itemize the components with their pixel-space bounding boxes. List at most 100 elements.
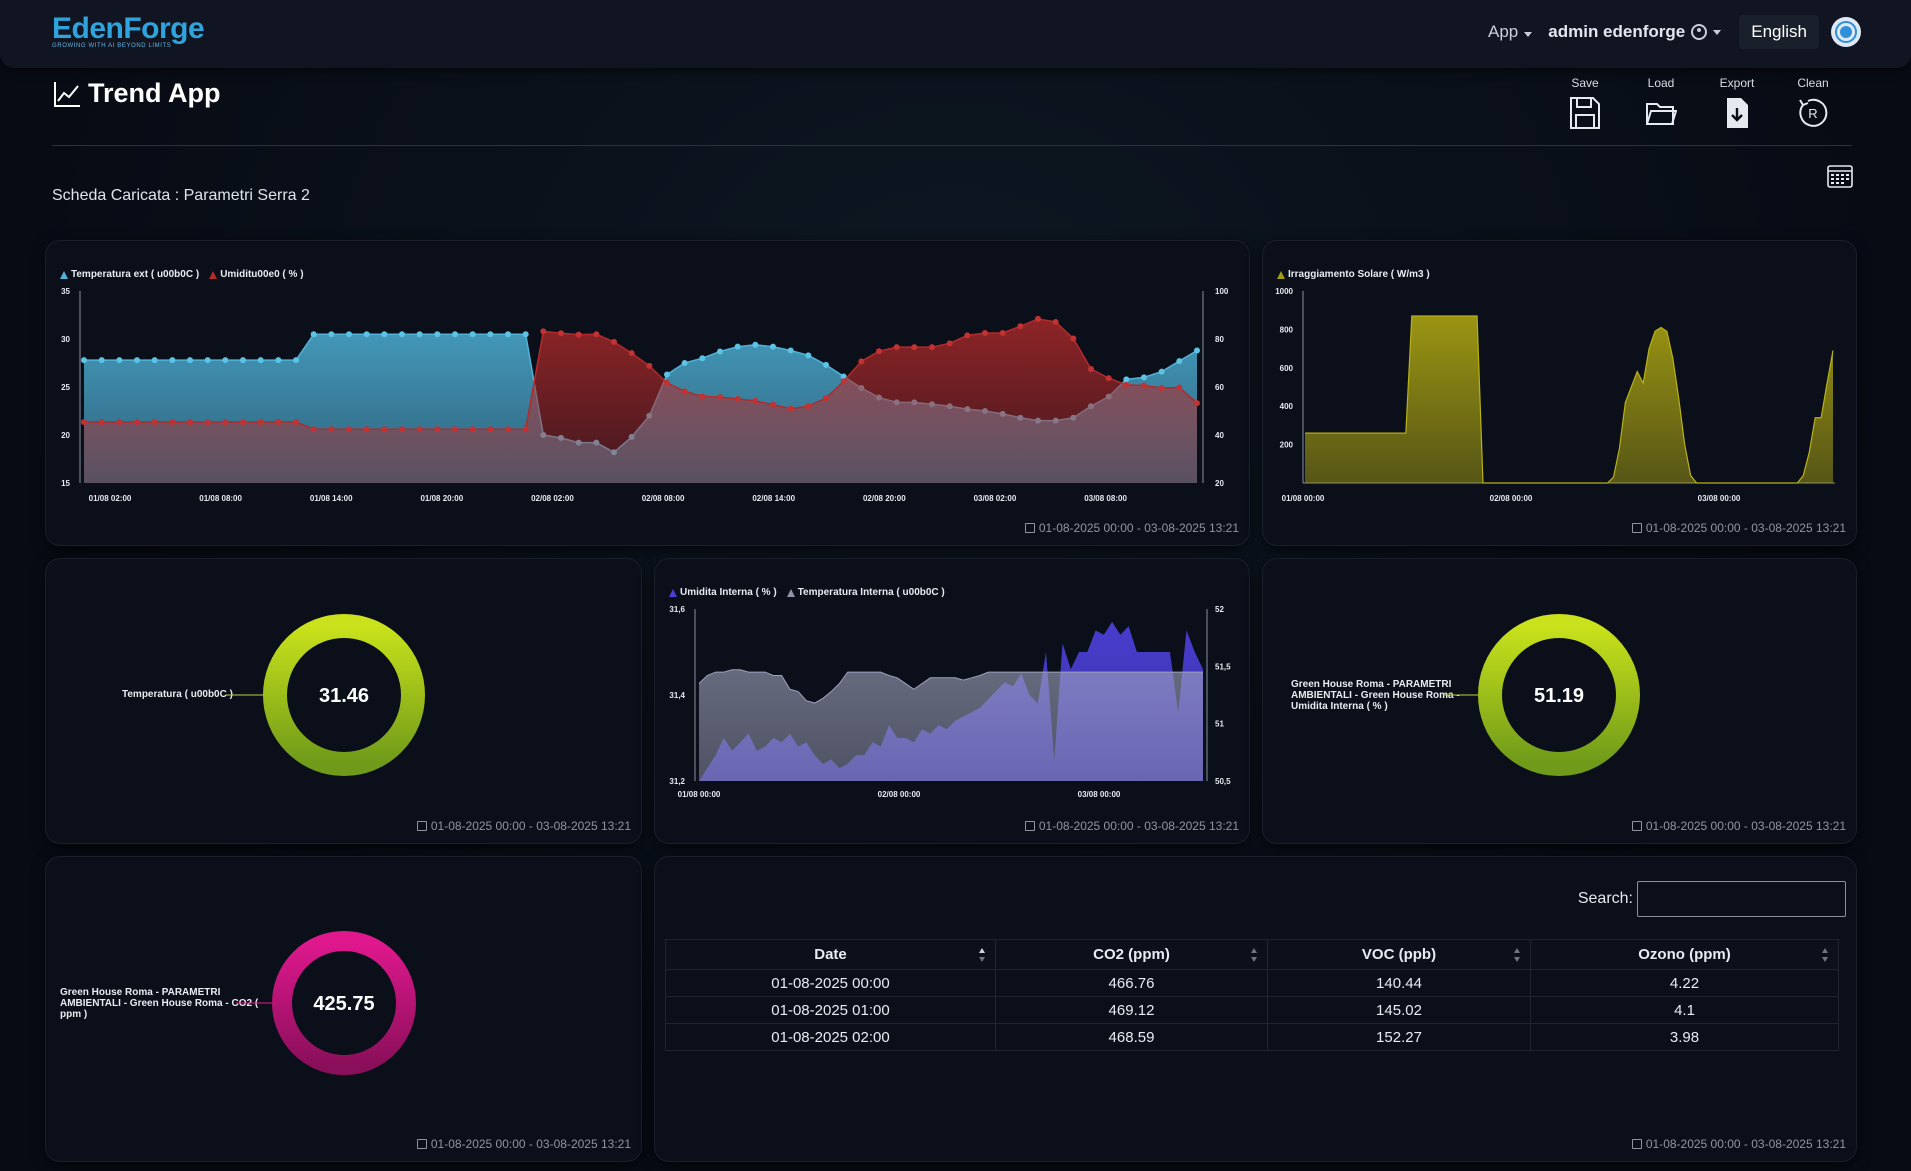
data-point — [204, 419, 211, 426]
legend-item-internal-temp[interactable]: Temperatura Interna ( u00b0C ) — [786, 587, 945, 598]
data-point — [116, 419, 123, 426]
data-point — [505, 331, 511, 338]
table-cell: 3.98 — [1530, 1023, 1839, 1051]
x-tick-label: 01/08 08:00 — [199, 494, 242, 503]
y-tick-label: 51,5 — [1215, 662, 1231, 671]
date-range-picker-button[interactable] — [1827, 163, 1853, 194]
edenforge-logo[interactable]: EdenForge GROWING WITH AI BEYOND LIMITS — [52, 12, 205, 54]
x-tick-label: 01/08 00:00 — [1282, 494, 1325, 503]
data-point — [646, 362, 653, 369]
data-point — [381, 331, 388, 338]
table-header-row: Date CO2 (ppm) VOC (ppb) Ozono (ppm) — [665, 939, 1839, 970]
theme-toggle-button[interactable] — [1831, 17, 1861, 47]
user-name: admin edenforge — [1548, 22, 1686, 41]
data-point — [469, 331, 476, 338]
data-point — [787, 347, 794, 354]
solar-chart[interactable]: 200 400 600 800 1000 01/08 00:00 02/08 00:00 03… — [1263, 241, 1856, 521]
table-row[interactable]: 01-08-2025 02:00 468.59 152.27 3.98 — [665, 1023, 1839, 1051]
data-table-card: Search: Date CO2 (ppm) VOC (ppb) Ozono (… — [655, 857, 1856, 1161]
internal-chart[interactable]: 31,2 31,4 31,6 50,5 51 51,5 52 01/08 00:00 02/08… — [655, 559, 1249, 819]
chart-legend: Irraggiamento Solare ( W/m3 ) — [1277, 269, 1440, 280]
data-point — [328, 426, 335, 433]
table-cell: 01-08-2025 02:00 — [665, 1023, 996, 1051]
data-point — [81, 419, 87, 426]
date-range-text: 01-08-2025 00:00 - 03-08-2025 13:21 — [1038, 819, 1239, 833]
data-point — [681, 388, 688, 395]
data-point — [487, 331, 494, 338]
legend-item-internal-humidity[interactable]: Umidita Interna ( % ) — [669, 587, 777, 598]
column-header-voc[interactable]: VOC (ppb) — [1267, 939, 1531, 970]
y-tick-label: 30 — [61, 335, 70, 344]
language-button[interactable]: English — [1739, 15, 1819, 49]
table-cell: 140.44 — [1267, 969, 1531, 997]
gauge-center — [293, 952, 395, 1054]
column-header-ozono[interactable]: Ozono (ppm) — [1530, 939, 1839, 970]
chevron-down-icon — [1713, 29, 1722, 35]
data-point — [522, 426, 529, 433]
data-point — [169, 419, 176, 426]
data-point — [964, 332, 971, 339]
data-point — [840, 378, 847, 385]
data-point — [434, 426, 441, 433]
date-range-footer: 01-08-2025 00:00 - 03-08-2025 13:21 — [1631, 819, 1846, 833]
data-point — [787, 405, 794, 412]
date-range-text: 01-08-2025 00:00 - 03-08-2025 13:21 — [1645, 521, 1846, 535]
series-area — [84, 318, 1197, 483]
data-point — [116, 357, 123, 364]
data-point — [699, 355, 706, 362]
column-header-date[interactable]: Date — [665, 939, 996, 970]
legend-label: Temperatura ext ( u00b0C ) — [71, 269, 200, 280]
legend-item-temp-ext[interactable]: Temperatura ext ( u00b0C ) — [60, 269, 199, 280]
folder-open-icon — [1646, 103, 1677, 125]
logo-tagline: GROWING WITH AI BEYOND LIMITS — [52, 43, 172, 49]
data-point — [169, 357, 176, 364]
y-tick-label: 52 — [1215, 605, 1224, 614]
data-point — [505, 426, 511, 433]
temp-humidity-chart[interactable]: 15 20 25 30 35 20 40 60 80 100 01/08 02:00 01/08 08… — [46, 241, 1249, 521]
legend-item-humidity[interactable]: Umiditu00e0 ( % ) — [209, 269, 304, 280]
page-title: Trend App — [52, 78, 221, 109]
series-line — [698, 669, 1203, 704]
load-button[interactable]: Load — [1623, 76, 1699, 130]
clean-button[interactable]: Clean R — [1775, 76, 1851, 130]
gauge-label-line: Green House Roma - PARAMETRI — [1291, 679, 1452, 690]
data-point — [699, 393, 706, 400]
y-tick-label: 25 — [61, 383, 70, 392]
data-point — [929, 344, 935, 351]
x-tick-label: 01/08 14:00 — [310, 494, 353, 503]
user-menu[interactable]: admin edenforge — [1548, 22, 1722, 42]
table-row[interactable]: 01-08-2025 00:00 466.76 140.44 4.22 — [665, 969, 1839, 997]
data-point — [717, 348, 723, 355]
loaded-sheet-label: Scheda Caricata : Parametri Serra 2 — [52, 187, 310, 204]
file-download-icon — [1727, 98, 1748, 128]
data-point — [257, 419, 264, 426]
export-button[interactable]: Export — [1699, 76, 1775, 130]
data-point — [240, 357, 246, 364]
data-point — [858, 358, 865, 365]
data-point — [575, 331, 582, 338]
x-tick-label: 03/08 02:00 — [974, 494, 1017, 503]
legend-item-solar[interactable]: Irraggiamento Solare ( W/m3 ) — [1277, 269, 1430, 280]
gauge-label-line: ppm ) — [60, 1009, 88, 1020]
search-input[interactable] — [1637, 881, 1846, 917]
date-range-text: 01-08-2025 00:00 - 03-08-2025 13:21 — [430, 1137, 631, 1151]
data-point — [81, 357, 87, 364]
y-tick-label: 20 — [1215, 479, 1224, 488]
load-label: Load — [1647, 76, 1675, 90]
save-button[interactable]: Save — [1547, 76, 1623, 130]
data-point — [416, 331, 423, 338]
y-tick-label: 15 — [61, 479, 70, 488]
data-point — [257, 357, 264, 364]
table-cell: 4.1 — [1530, 996, 1839, 1024]
page-title-text: Trend App — [88, 78, 221, 108]
chevron-down-icon — [1524, 32, 1533, 37]
column-header-co2[interactable]: CO2 (ppm) — [995, 939, 1268, 970]
logo-text: EdenForge — [52, 12, 205, 45]
sort-icon — [979, 948, 985, 962]
data-point — [628, 350, 635, 357]
table-row[interactable]: 01-08-2025 01:00 469.12 145.02 4.1 — [665, 996, 1839, 1024]
y-tick-label: 51 — [1215, 720, 1224, 729]
app-menu[interactable]: App — [1488, 22, 1533, 42]
data-point — [293, 419, 299, 426]
data-table: Date CO2 (ppm) VOC (ppb) Ozono (ppm) 01-… — [665, 939, 1839, 1051]
